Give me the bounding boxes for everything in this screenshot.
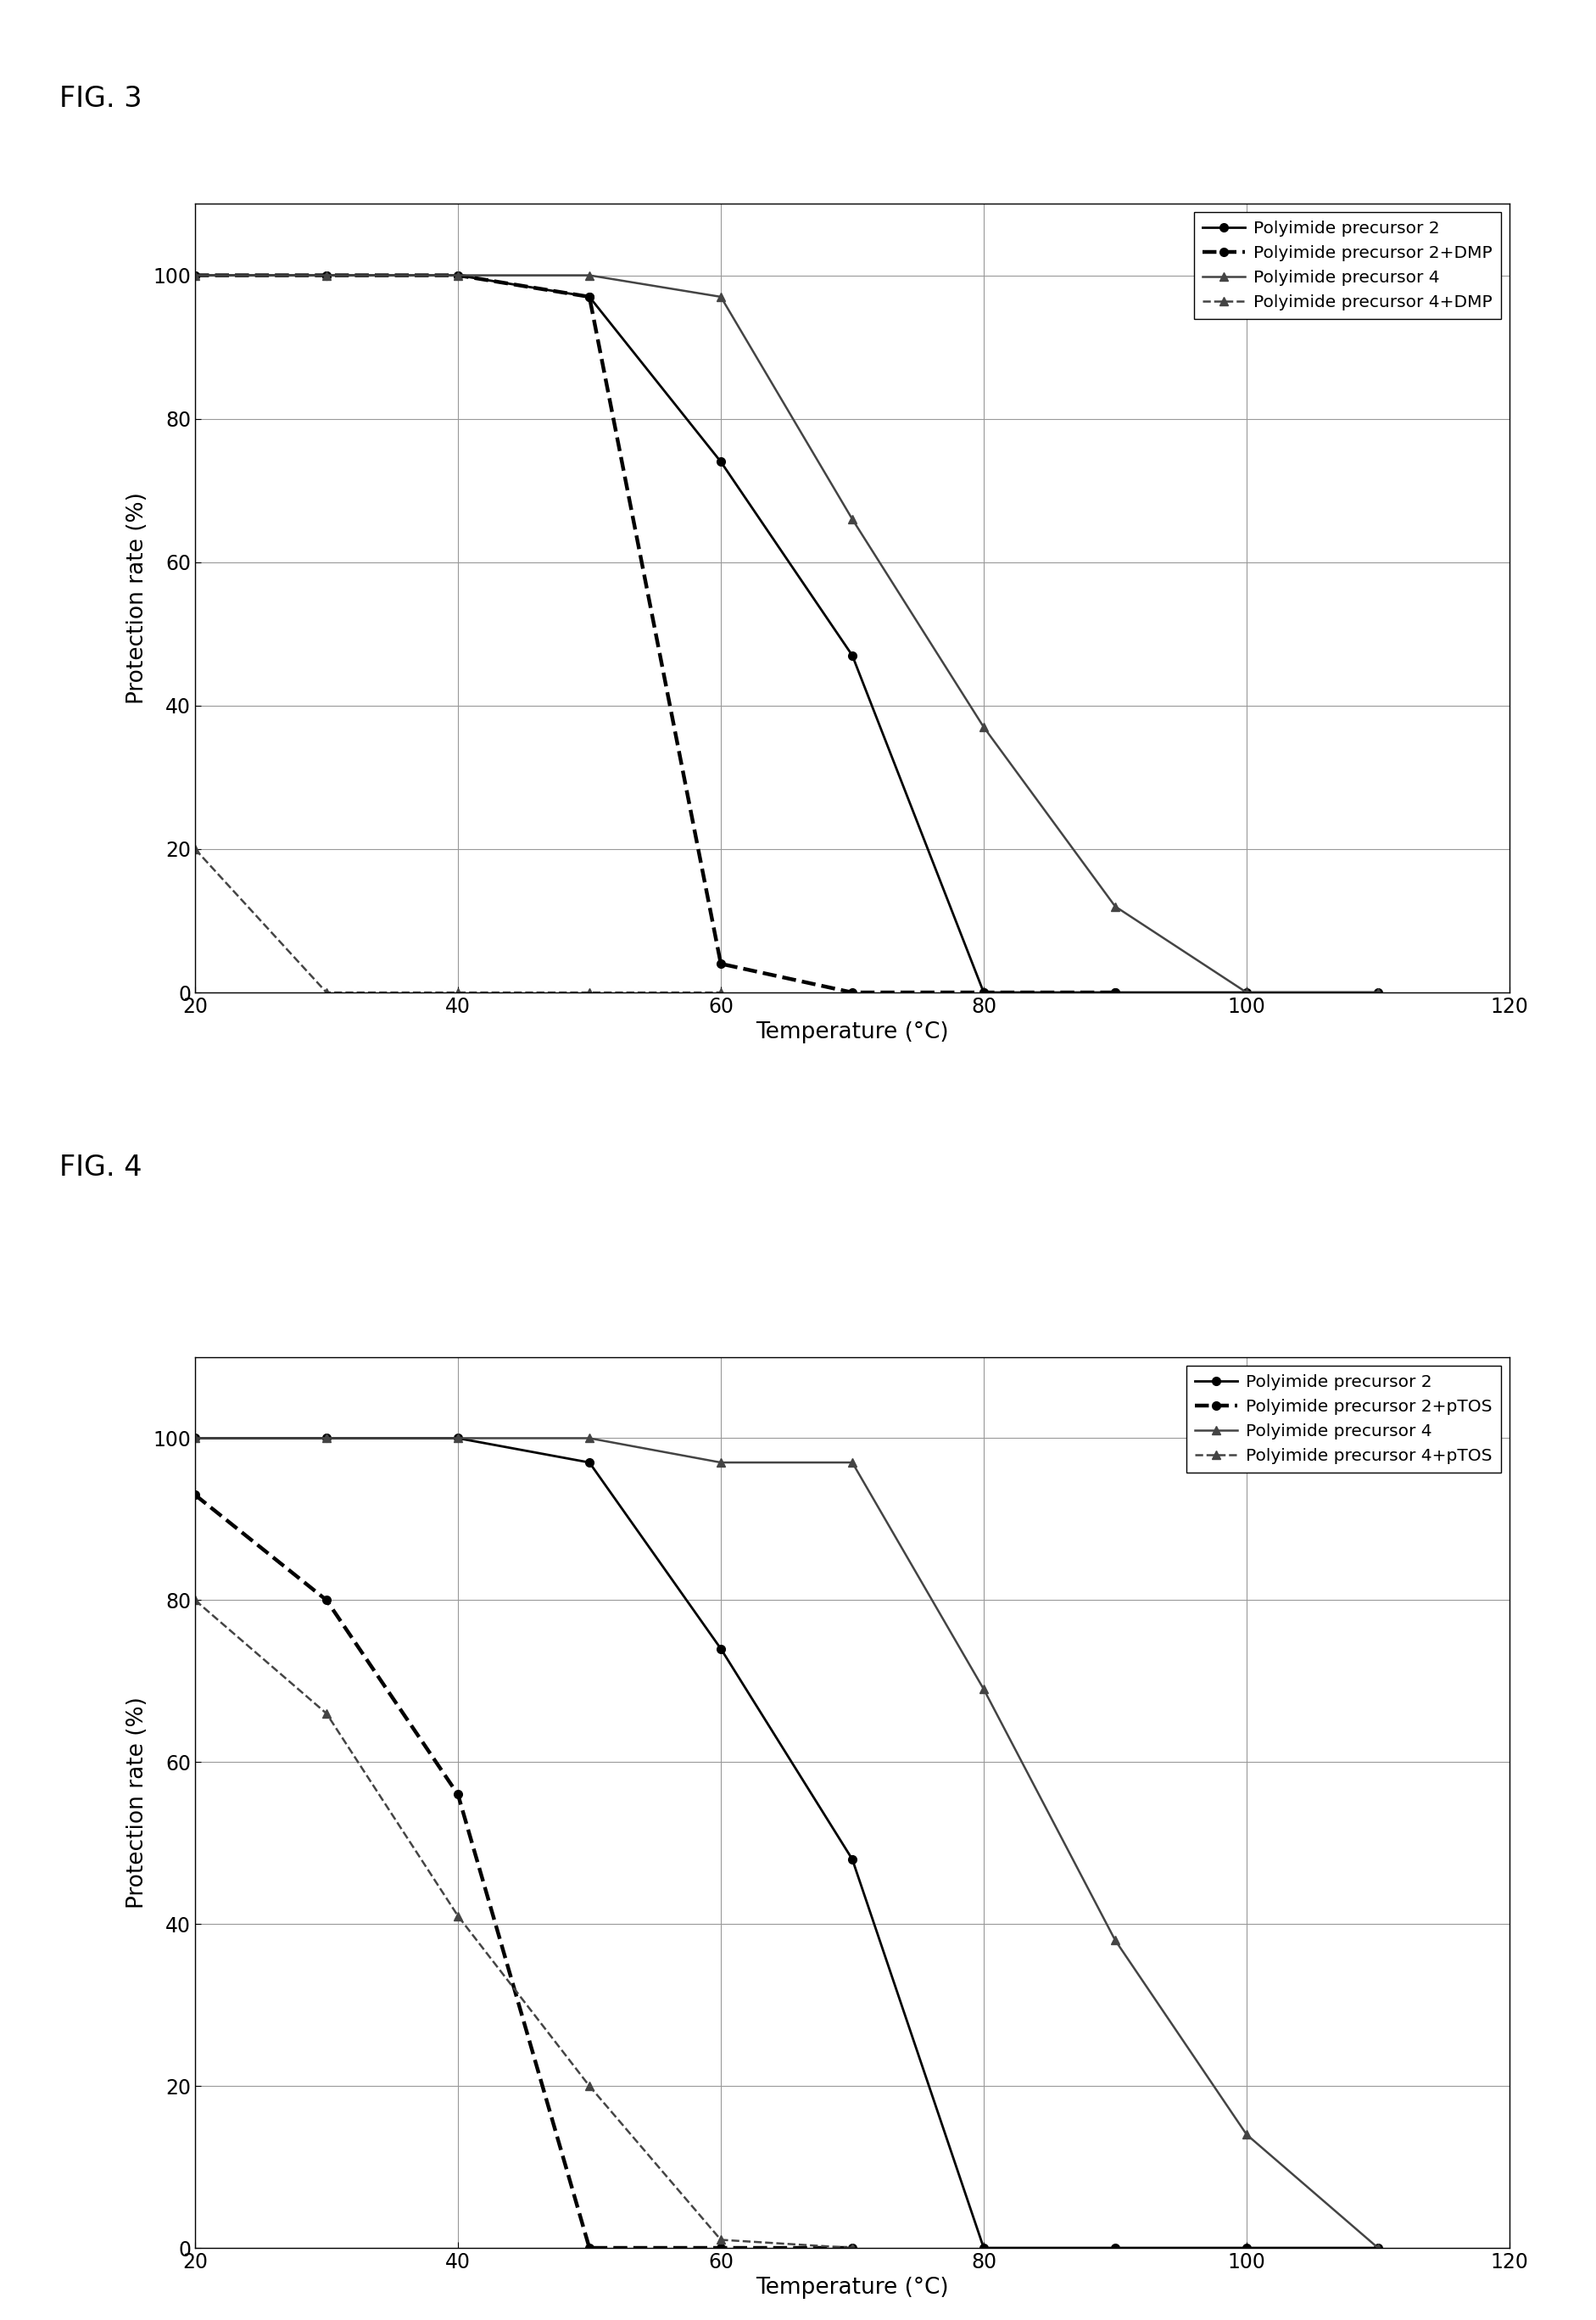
Polyimide precursor 2 — [1106, 979, 1125, 1007]
Line: Polyimide precursor 2+pTOS: Polyimide precursor 2+pTOS — [192, 1492, 857, 2253]
Line: Polyimide precursor 2: Polyimide precursor 2 — [192, 271, 1382, 998]
Polyimide precursor 4+DMP — [185, 835, 204, 863]
Polyimide precursor 2+DMP — [712, 949, 731, 977]
Legend: Polyimide precursor 2, Polyimide precursor 2+DMP, Polyimide precursor 4, Polyimi: Polyimide precursor 2, Polyimide precurs… — [1194, 211, 1500, 320]
Polyimide precursor 2 — [579, 283, 598, 311]
Y-axis label: Protection rate (%): Protection rate (%) — [126, 1696, 148, 1909]
Polyimide precursor 4 — [974, 1675, 993, 1703]
Polyimide precursor 4 — [974, 712, 993, 740]
Text: FIG. 3: FIG. 3 — [59, 86, 142, 114]
Polyimide precursor 2+DMP — [448, 262, 468, 290]
Text: FIG. 4: FIG. 4 — [59, 1153, 142, 1181]
Polyimide precursor 2 — [1237, 979, 1256, 1007]
Polyimide precursor 4+pTOS — [318, 1701, 337, 1728]
Line: Polyimide precursor 4: Polyimide precursor 4 — [192, 1434, 1382, 2253]
Polyimide precursor 4 — [1106, 1926, 1125, 1953]
X-axis label: Temperature (°C): Temperature (°C) — [757, 1021, 948, 1044]
Polyimide precursor 2 — [185, 262, 204, 290]
Polyimide precursor 2 — [318, 1424, 337, 1452]
Polyimide precursor 2 — [1237, 2234, 1256, 2262]
Polyimide precursor 4+DMP — [448, 979, 468, 1007]
Line: Polyimide precursor 2+DMP: Polyimide precursor 2+DMP — [192, 271, 1119, 998]
Y-axis label: Protection rate (%): Protection rate (%) — [126, 492, 148, 703]
X-axis label: Temperature (°C): Temperature (°C) — [757, 2278, 948, 2299]
Polyimide precursor 2+DMP — [579, 283, 598, 311]
Polyimide precursor 2 — [579, 1448, 598, 1476]
Polyimide precursor 4 — [712, 283, 731, 311]
Polyimide precursor 2 — [843, 1844, 862, 1872]
Polyimide precursor 2+DMP — [843, 979, 862, 1007]
Polyimide precursor 2 — [1368, 979, 1387, 1007]
Polyimide precursor 2 — [974, 2234, 993, 2262]
Polyimide precursor 2+pTOS — [712, 2234, 731, 2262]
Polyimide precursor 2+DMP — [974, 979, 993, 1007]
Polyimide precursor 2 — [448, 1424, 468, 1452]
Polyimide precursor 2+pTOS — [185, 1480, 204, 1508]
Line: Polyimide precursor 4+pTOS: Polyimide precursor 4+pTOS — [192, 1596, 857, 2253]
Polyimide precursor 4+DMP — [579, 979, 598, 1007]
Polyimide precursor 2 — [974, 979, 993, 1007]
Polyimide precursor 4+pTOS — [185, 1587, 204, 1615]
Polyimide precursor 2+DMP — [185, 262, 204, 290]
Polyimide precursor 2+pTOS — [318, 1587, 337, 1615]
Polyimide precursor 4+pTOS — [579, 2072, 598, 2100]
Line: Polyimide precursor 4: Polyimide precursor 4 — [192, 271, 1382, 998]
Polyimide precursor 4 — [1368, 2234, 1387, 2262]
Polyimide precursor 4+pTOS — [712, 2225, 731, 2253]
Polyimide precursor 2+pTOS — [843, 2234, 862, 2262]
Polyimide precursor 2+DMP — [318, 262, 337, 290]
Polyimide precursor 2 — [1368, 2234, 1387, 2262]
Line: Polyimide precursor 4+DMP: Polyimide precursor 4+DMP — [192, 844, 725, 998]
Polyimide precursor 2 — [712, 448, 731, 476]
Polyimide precursor 4+DMP — [712, 979, 731, 1007]
Polyimide precursor 4 — [712, 1448, 731, 1476]
Polyimide precursor 4 — [579, 262, 598, 290]
Polyimide precursor 2 — [712, 1636, 731, 1663]
Polyimide precursor 4 — [843, 506, 862, 534]
Polyimide precursor 2 — [843, 640, 862, 668]
Polyimide precursor 4 — [1237, 2120, 1256, 2148]
Polyimide precursor 4 — [448, 1424, 468, 1452]
Polyimide precursor 2+pTOS — [448, 1779, 468, 1807]
Polyimide precursor 4 — [1106, 893, 1125, 921]
Polyimide precursor 2 — [1106, 2234, 1125, 2262]
Polyimide precursor 4 — [1237, 979, 1256, 1007]
Line: Polyimide precursor 2: Polyimide precursor 2 — [192, 1434, 1382, 2253]
Polyimide precursor 2 — [185, 1424, 204, 1452]
Polyimide precursor 4 — [448, 262, 468, 290]
Polyimide precursor 2 — [448, 262, 468, 290]
Polyimide precursor 4 — [1368, 979, 1387, 1007]
Polyimide precursor 4 — [185, 1424, 204, 1452]
Polyimide precursor 2+pTOS — [579, 2234, 598, 2262]
Polyimide precursor 4 — [579, 1424, 598, 1452]
Polyimide precursor 2 — [318, 262, 337, 290]
Legend: Polyimide precursor 2, Polyimide precursor 2+pTOS, Polyimide precursor 4, Polyim: Polyimide precursor 2, Polyimide precurs… — [1186, 1366, 1500, 1473]
Polyimide precursor 4+pTOS — [448, 1902, 468, 1930]
Polyimide precursor 4+DMP — [318, 979, 337, 1007]
Polyimide precursor 4 — [318, 262, 337, 290]
Polyimide precursor 4 — [185, 262, 204, 290]
Polyimide precursor 2+DMP — [1106, 979, 1125, 1007]
Polyimide precursor 4 — [318, 1424, 337, 1452]
Polyimide precursor 4 — [843, 1448, 862, 1476]
Polyimide precursor 4+pTOS — [843, 2234, 862, 2262]
